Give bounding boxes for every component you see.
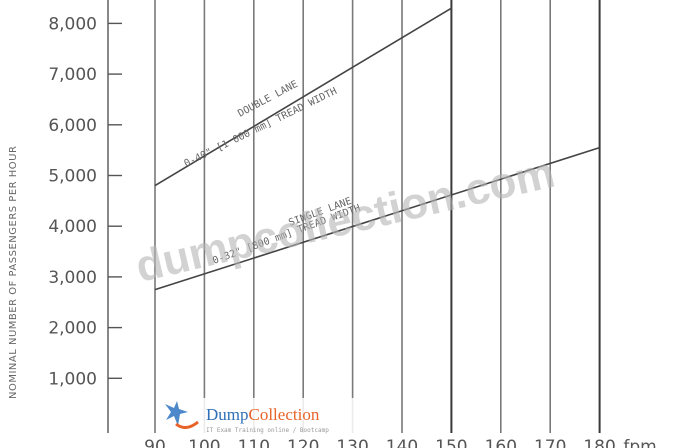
- series-line-0: [154, 7, 452, 187]
- x-tick-label-110: 110: [238, 437, 270, 448]
- logo-title-part2: Collection: [249, 405, 320, 424]
- y-tick-label-6000: 6,000: [48, 116, 97, 136]
- y-tick-label-1000: 1,000: [48, 369, 97, 389]
- y-tick-label-7000: 7,000: [48, 65, 97, 85]
- grid: [107, 0, 601, 433]
- y-tick-label-8000: 8,000: [48, 14, 97, 34]
- y-tick-label-3000: 3,000: [48, 268, 97, 288]
- logo-swoosh-icon: [175, 420, 199, 429]
- series: [154, 7, 600, 291]
- y-axis: 8,000 7,000 6,000 5,000 4,000 3,000 2,000 1,000: [48, 14, 122, 389]
- watermark: dumpcollection.com: [131, 148, 559, 292]
- x-tick-label-170: 170: [534, 437, 566, 448]
- series-line-1: [154, 146, 600, 291]
- x-tick-label-100: 100: [188, 437, 220, 448]
- y-tick-label-4000: 4,000: [48, 217, 97, 237]
- x-tick-label-90: 90: [144, 437, 166, 448]
- logo-subtitle: IT Exam Training online / Bootcamp: [206, 427, 329, 434]
- x-tick-label-130: 130: [336, 437, 368, 448]
- logo-figure-icon: [165, 401, 188, 426]
- logo-title: DumpCollection: [206, 405, 320, 424]
- x-unit-label: fpm: [623, 437, 656, 448]
- x-tick-label-180: 180: [583, 437, 615, 448]
- x-tick-label-160: 160: [485, 437, 517, 448]
- watermark-text: dumpcollection.com: [131, 148, 559, 292]
- x-tick-label-140: 140: [386, 437, 418, 448]
- logo-title-part1: Dump: [206, 405, 249, 424]
- x-axis: 90 100 110 120 130 140 150 160 170 180 fpm: [144, 437, 656, 448]
- y-tick-label-2000: 2,000: [48, 319, 97, 339]
- logo-background: [156, 398, 368, 438]
- x-tick-label-150: 150: [435, 437, 467, 448]
- y-tick-label-5000: 5,000: [48, 167, 97, 187]
- x-tick-label-120: 120: [287, 437, 319, 448]
- y-axis-title: NOMINAL NUMBER OF PASSENGERS PER HOUR: [8, 146, 19, 399]
- watermark-logo: DumpCollection IT Exam Training online /…: [156, 398, 368, 438]
